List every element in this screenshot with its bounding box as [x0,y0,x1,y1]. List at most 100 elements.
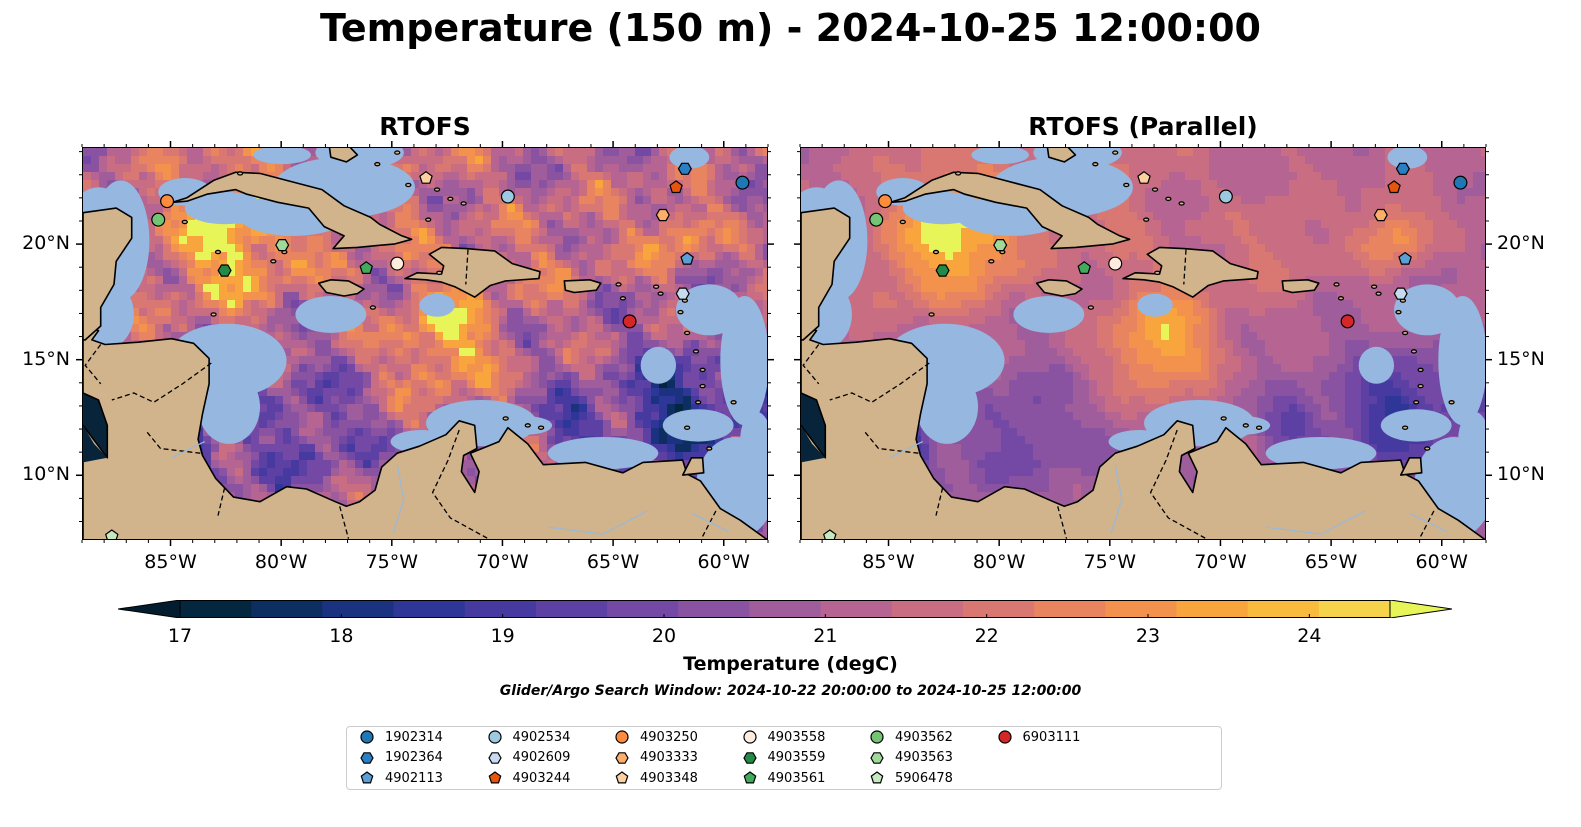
float-marker-4903563[interactable] [275,238,290,252]
legend-item-4902113: 4902113 [359,770,443,786]
float-marker-4902609[interactable] [1393,287,1408,300]
x-tick-label: 80°W [254,551,308,573]
float-marker-4902113[interactable] [680,251,694,265]
float-marker-4903333[interactable] [1373,208,1388,222]
float-marker-4903562[interactable] [869,212,884,227]
float-marker-4903348[interactable] [419,170,433,184]
float-marker-4903561[interactable] [1077,261,1092,275]
legend-item-4902534: 4902534 [487,729,571,745]
colorbar [118,600,1452,618]
float-marker-4903250[interactable] [878,194,893,209]
colorbar-tick-label: 20 [651,625,677,647]
legend-item-4903348: 4903348 [614,770,698,786]
circle-marker-icon [615,730,629,744]
float-marker-5906478[interactable] [104,529,119,540]
colorbar-tick-label: 21 [813,625,838,647]
float-marker-1902364[interactable] [677,162,692,175]
y-tick-label-right: 15°N [1497,347,1545,370]
float-marker-6903111[interactable] [622,314,637,329]
legend-item-4903244: 4903244 [487,770,571,786]
y-tick-label-left: 10°N [22,463,70,486]
legend-label: 4903250 [640,729,698,745]
x-tick-label: 60°W [1415,551,1468,573]
legend-item-6903111: 6903111 [997,729,1080,745]
x-tick-label: 60°W [697,551,750,573]
hexagon-marker-icon [870,751,884,764]
x-tick-label: 75°W [365,551,419,573]
map-svg [801,148,1485,540]
circle-marker-icon [997,730,1012,744]
legend-item-4903559: 4903559 [742,750,825,766]
legend-label: 4902534 [512,729,571,745]
legend-item-5906478: 5906478 [869,770,953,786]
legend-item-4903561: 4903561 [742,770,825,786]
legend-label: 4903244 [512,770,571,786]
float-marker-4902609[interactable] [675,287,690,300]
legend-label: 4903333 [640,750,698,765]
float-marker-4902534[interactable] [500,189,515,204]
x-tick-label: 65°W [586,551,640,573]
float-marker-4903244[interactable] [669,180,683,194]
map-panel-rtofs[interactable] [82,147,768,540]
legend-item-4903333: 4903333 [614,750,698,766]
colorbar-tick-label: 24 [1297,625,1322,647]
float-marker-4903559[interactable] [935,264,950,277]
colorbar-tick-label: 19 [490,625,515,647]
x-tick-label: 85°W [144,551,197,573]
float-marker-5906478[interactable] [822,529,837,540]
legend-label: 4903558 [767,729,826,745]
float-marker-4903561[interactable] [359,261,374,275]
colorbar-tick-label: 17 [167,625,193,647]
float-marker-6903111[interactable] [1340,314,1355,329]
circle-marker-icon [742,730,757,744]
pentagon-marker-icon [870,771,884,784]
float-marker-4903244[interactable] [1387,180,1401,194]
hexagon-marker-icon [360,751,374,764]
colorbar-tick-label: 22 [974,625,999,647]
float-marker-4903250[interactable] [160,194,175,209]
float-marker-1902364[interactable] [1395,162,1410,175]
x-tick-label: 85°W [862,551,915,573]
legend-label: 4903562 [895,729,953,745]
legend-item-4903562: 4903562 [869,729,953,745]
float-marker-1902314[interactable] [1453,175,1468,190]
float-markers [822,162,1468,540]
float-marker-1902314[interactable] [735,175,750,190]
x-tick-label: 70°W [476,551,529,573]
landmass [83,148,767,539]
map-panel-rtofs-parallel[interactable] [800,147,1486,540]
legend-label: 4902113 [385,770,443,786]
hexagon-marker-icon [615,751,629,764]
float-marker-4903559[interactable] [217,264,232,277]
y-tick-label-right: 20°N [1497,232,1545,255]
float-marker-4903333[interactable] [655,208,670,222]
float-marker-4903563[interactable] [993,238,1008,252]
legend-item-4903558: 4903558 [742,729,826,745]
float-marker-4902534[interactable] [1218,189,1233,204]
colorbar-label: Temperature (degC) [683,653,898,675]
legend-item-1902314: 1902314 [359,729,443,745]
float-marker-4903562[interactable] [151,212,166,227]
search-window-text: Glider/Argo Search Window: 2024-10-22 20… [499,683,1082,699]
pentagon-marker-icon [743,771,756,784]
x-tick-label: 75°W [1083,551,1137,573]
float-marker-4902113[interactable] [1398,251,1412,265]
map-svg [83,148,767,540]
colorbar-tick-label: 18 [329,625,354,647]
hexagon-marker-icon [742,751,757,764]
circle-marker-icon [870,730,884,744]
x-tick-label: 70°W [1194,551,1247,573]
float-markers [104,162,750,540]
pentagon-marker-icon [360,771,374,784]
landmass [801,148,1485,539]
float-marker-4903558[interactable] [1108,256,1123,271]
legend-item-4903563: 4903563 [869,750,953,766]
colorbar-tick-label: 23 [1135,625,1161,647]
y-tick-label-right: 10°N [1497,463,1545,486]
panel-title-right: RTOFS (Parallel) [1028,112,1258,141]
circle-marker-icon [360,730,374,744]
panel-title-left: RTOFS [379,112,471,141]
float-marker-4903558[interactable] [390,256,405,271]
legend-label: 1902314 [385,729,443,745]
float-marker-4903348[interactable] [1137,170,1151,184]
